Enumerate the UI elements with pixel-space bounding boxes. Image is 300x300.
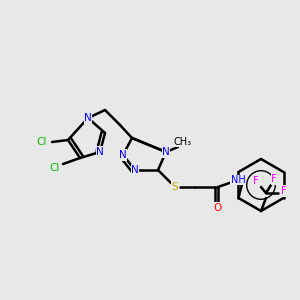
Text: Cl: Cl (50, 163, 60, 173)
Text: NH: NH (231, 175, 245, 185)
Text: F: F (281, 186, 287, 196)
Text: N: N (84, 113, 92, 123)
Text: F: F (271, 174, 277, 184)
Text: N: N (162, 147, 170, 157)
Text: S: S (172, 182, 178, 192)
Text: N: N (119, 150, 127, 160)
Text: CH₃: CH₃ (174, 137, 192, 147)
Text: N: N (96, 147, 104, 157)
Text: N: N (131, 165, 139, 175)
Text: F: F (253, 176, 259, 186)
Text: O: O (214, 203, 222, 213)
Text: Cl: Cl (37, 137, 47, 147)
